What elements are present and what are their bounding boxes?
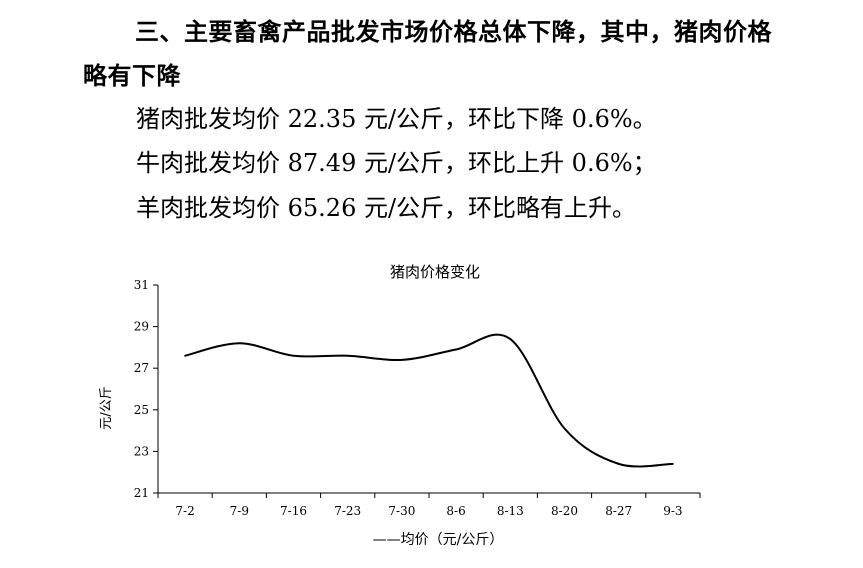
y-tick-label: 27 <box>134 361 149 375</box>
data-point <box>509 338 512 340</box>
data-point <box>563 427 566 430</box>
x-tick-label: 7-16 <box>280 504 307 518</box>
y-tick-label: 21 <box>134 486 149 500</box>
price-line <box>184 333 673 468</box>
chart-series <box>184 333 674 468</box>
x-tick-label: 7-9 <box>230 504 249 518</box>
chart-ticks: 21 23 25 27 29 31 7-2 7-9 7-16 7-23 7-30 8-6 8-13 8-2… <box>134 278 701 518</box>
chart-title: 猪肉价格变化 <box>390 263 480 281</box>
data-point <box>672 462 674 465</box>
legend-entry: ——均价（元/公斤） <box>373 532 504 548</box>
beef-price-paragraph: 牛肉批发均价 87.49 元/公斤，环比上升 0.6%； <box>136 148 657 178</box>
x-tick-label: 7-2 <box>175 504 194 518</box>
data-point <box>617 462 620 465</box>
beef-price-text: 87.49 元/公斤，环比上升 0.6%； <box>280 149 657 177</box>
x-tick-label: 8-20 <box>551 504 578 518</box>
chart-axes <box>157 285 700 494</box>
data-point <box>184 354 186 357</box>
data-point <box>346 354 349 357</box>
mutton-price-paragraph: 羊肉批发均价 65.26 元/公斤，环比略有上升。 <box>136 193 636 223</box>
data-point <box>401 358 403 361</box>
pork-price-paragraph: 猪肉批发均价 22.35 元/公斤，环比下降 0.6%。 <box>136 104 657 134</box>
pork-price-label: 猪肉批发均价 <box>136 105 280 133</box>
mutton-price-label: 羊肉批发均价 <box>136 194 280 222</box>
pork-price-text: 22.35 元/公斤，环比下降 0.6%。 <box>280 105 657 133</box>
data-point <box>455 348 457 351</box>
x-tick-label: 8-13 <box>497 504 524 518</box>
y-tick-label: 23 <box>134 444 149 458</box>
y-tick-label: 29 <box>134 320 149 334</box>
x-tick-label: 8-6 <box>446 504 465 518</box>
x-tick-label: 8-27 <box>605 504 632 518</box>
y-tick-label: 25 <box>134 403 149 417</box>
section-heading: 三、主要畜禽产品批发市场价格总体下降，其中，猪肉价格略有下降 <box>83 18 772 90</box>
x-tick-label: 7-30 <box>388 504 415 518</box>
y-tick-label: 31 <box>134 278 149 292</box>
data-point <box>238 342 241 345</box>
y-axis-label: 元/公斤 <box>99 386 114 429</box>
beef-price-label: 牛肉批发均价 <box>136 149 280 177</box>
x-tick-label: 9-3 <box>663 504 682 518</box>
x-tick-label: 7-23 <box>334 504 361 518</box>
data-point <box>292 354 295 357</box>
mutton-price-text: 65.26 元/公斤，环比略有上升。 <box>280 194 637 222</box>
pork-price-chart: 猪肉价格变化 21 23 25 27 29 31 7-2 7-9 7-16 7-23 7-30 8-6… <box>99 263 701 548</box>
